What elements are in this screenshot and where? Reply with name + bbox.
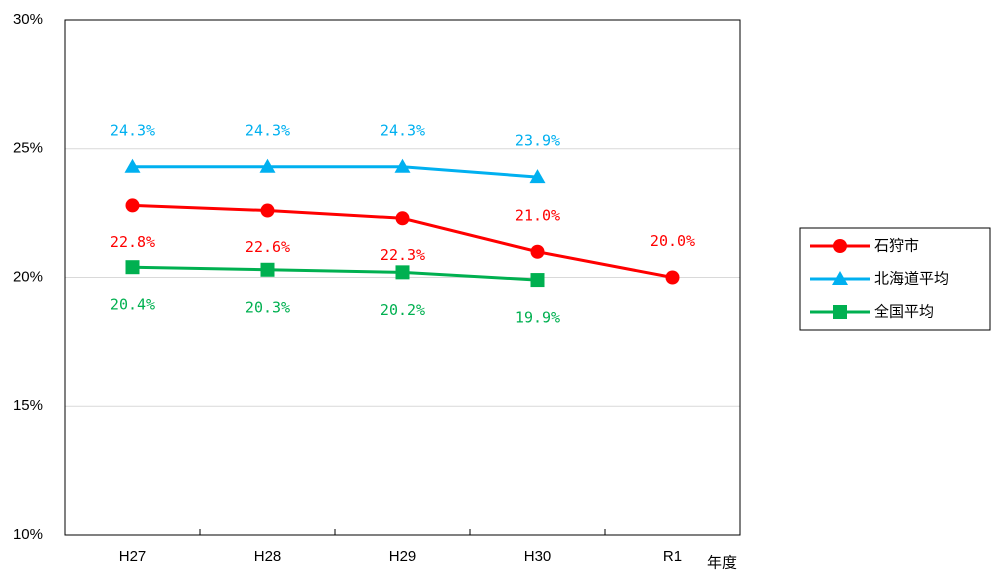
y-tick-label: 15% [13,397,43,414]
value-label: 23.9% [515,132,560,150]
data-point [395,265,410,280]
data-point [260,203,275,218]
x-axis-label: 年度 [707,554,737,572]
x-tick-label: H28 [254,548,282,565]
data-point [125,260,140,275]
legend-marker [833,305,847,319]
data-point [125,198,140,213]
value-label: 20.4% [110,296,155,314]
value-label: 24.3% [245,121,290,139]
data-point [530,244,545,259]
data-point [395,211,410,226]
value-label: 22.3% [380,246,425,264]
legend-label: 全国平均 [874,303,934,321]
data-point [529,169,546,184]
legend-label: 石狩市 [874,237,919,255]
legend-marker [833,239,847,253]
data-point [259,158,276,173]
y-tick-label: 20% [13,268,43,285]
legend-label: 北海道平均 [874,270,949,288]
legend-marker [832,271,848,285]
value-label: 20.0% [650,232,695,250]
x-tick-label: R1 [663,548,682,565]
data-point [124,158,141,173]
value-label: 20.2% [380,301,425,319]
series-line [132,265,538,282]
y-tick-label: 30% [13,11,43,28]
y-tick-label: 25% [13,140,43,157]
series-line [132,165,538,179]
data-point [260,262,275,277]
value-label: 22.6% [245,238,290,256]
value-label: 22.8% [110,233,155,251]
value-label: 20.3% [245,298,290,316]
data-point [394,158,411,173]
value-label: 19.9% [515,309,560,327]
x-tick-label: H27 [119,548,147,565]
x-tick-label: H30 [524,548,552,565]
plot-frame [64,19,741,536]
data-point [665,270,680,285]
x-tick-label: H29 [389,548,417,565]
y-tick-label: 10% [13,526,43,543]
value-label: 24.3% [380,121,425,139]
value-label: 21.0% [515,206,560,224]
data-point [530,273,545,288]
value-label: 24.3% [110,121,155,139]
